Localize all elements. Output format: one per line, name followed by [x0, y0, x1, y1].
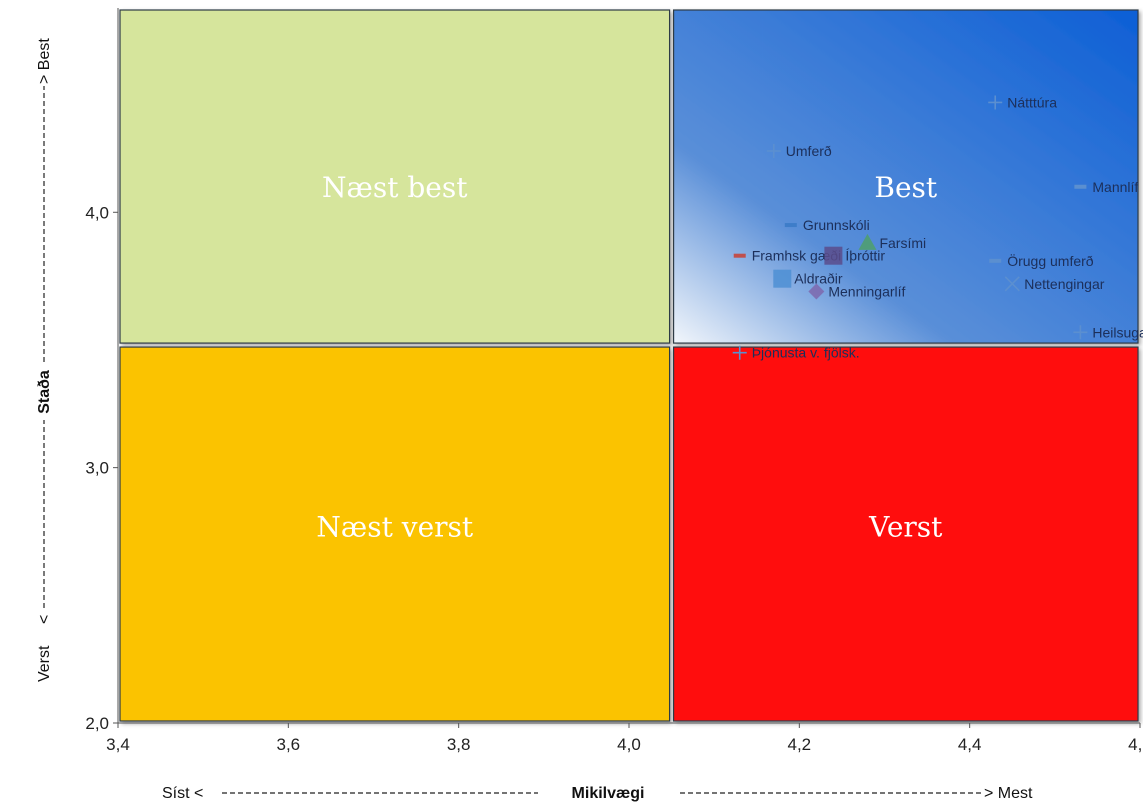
y-axis-low-label: Verst: [36, 645, 53, 682]
marker-farsimi: [858, 233, 877, 250]
y-axis-title-group: Verst < Staða > Best: [36, 38, 53, 682]
y-tick-label: 4,0: [85, 203, 109, 222]
data-point-menningarlif: Menningarlíf: [808, 283, 906, 300]
y-axis-title: Staða: [36, 370, 53, 414]
marker-nettengingar: [1004, 276, 1020, 292]
x-tick-label: 3,6: [277, 735, 301, 754]
quadrant-label-n-st-best: Næst best: [322, 171, 468, 204]
marker-aldra-ir: [773, 269, 792, 288]
y-tick-label: 3,0: [85, 459, 109, 478]
x-tick-label: 3,4: [106, 735, 130, 754]
quadrant-label-verst: Verst: [868, 511, 943, 544]
quadrant-label-n-st-verst: Næst verst: [316, 511, 473, 544]
data-point-farsimi: Farsími: [858, 233, 926, 251]
marker-jonusta-v-fjolsk: [732, 345, 747, 360]
y-axis-low-arrow: <: [36, 615, 53, 624]
data-label-aldra-ir: Aldraðir: [794, 271, 843, 287]
data-point-natttura: Nátttúra: [988, 94, 1057, 110]
x-tick-label: 4,2: [788, 735, 812, 754]
quadrant-label-best: Best: [874, 171, 938, 204]
marker-i-rottir: [824, 246, 843, 265]
data-label-grunnskoli: Grunnskóli: [803, 217, 870, 233]
data-label-menningarlif: Menningarlíf: [828, 283, 905, 299]
quadrant-best: [672, 9, 1139, 344]
data-point-aldra-ir: Aldraðir: [773, 269, 843, 288]
data-point-heilsug-sla: Heilsugæsla: [1073, 324, 1143, 340]
x-tick-label: 4,0: [617, 735, 641, 754]
marker-umfer: [766, 144, 781, 158]
data-label-orugg-umfer: Örugg umferð: [1007, 252, 1094, 269]
marker-menningarlif: [808, 283, 825, 300]
data-point-jonusta-v-fjolsk: Þjónusta v. fjölsk.: [732, 345, 860, 361]
data-label-jonusta-v-fjolsk: Þjónusta v. fjölsk.: [752, 345, 860, 361]
data-point-grunnskoli: Grunnskóli: [784, 217, 870, 233]
x-tick-label: 4,4: [958, 735, 982, 754]
quadrant-n-st-verst: [119, 346, 671, 722]
x-tick-label: 3,8: [447, 735, 471, 754]
x-axis-low-label: Síst <: [162, 785, 203, 802]
data-point-framhsk-g-i: Framhsk gæði: [733, 248, 841, 264]
data-point-nettengingar: Nettengingar: [1004, 276, 1105, 292]
data-label-natttura: Nátttúra: [1007, 94, 1057, 110]
x-tick-label: 4,6: [1128, 735, 1143, 754]
x-axis-title: Mikilvægi: [572, 785, 645, 802]
marker-orugg-umfer: [989, 258, 1002, 263]
data-label-umfer: Umferð: [786, 143, 832, 159]
axes-layer: 3,4 3,6 3,8 4,0 4,2 4,4 4,6 2,0 3,0 4,0 Síst < Miki…: [36, 8, 1143, 802]
data-label-mannlif: Mannlíf: [1092, 179, 1138, 195]
y-axis-high-label: > Best: [36, 38, 53, 84]
data-points-layer: Umferð Grunnskóli Framhsk gæði FarsímiÍþrót…: [732, 94, 1143, 361]
data-point-mannlif: Mannlíf: [1074, 179, 1138, 195]
data-point-i-rottir: Íþróttir: [824, 246, 885, 265]
data-point-orugg-umfer: Örugg umferð: [989, 252, 1094, 269]
data-label-framhsk-g-i: Framhsk gæði: [752, 248, 841, 264]
data-point-umfer: Umferð: [766, 143, 832, 159]
data-label-farsimi: Farsími: [879, 235, 926, 251]
marker-mannlif: [1074, 184, 1087, 189]
y-tick-label: 2,0: [85, 714, 109, 733]
quadrant-n-st-best: [119, 9, 671, 344]
data-label-heilsug-sla: Heilsugæsla: [1092, 324, 1143, 340]
quadrants-layer: [119, 9, 1139, 722]
marker-heilsug-sla: [1073, 325, 1088, 340]
marker-natttura: [988, 95, 1003, 110]
marker-framhsk-g-i: [733, 253, 746, 258]
marker-grunnskoli: [784, 223, 797, 228]
quadrant-verst: [672, 346, 1139, 722]
data-label-nettengingar: Nettengingar: [1024, 276, 1105, 292]
x-axis-high-label: > Mest: [984, 785, 1033, 802]
data-label-i-rottir: Íþróttir: [845, 248, 885, 264]
